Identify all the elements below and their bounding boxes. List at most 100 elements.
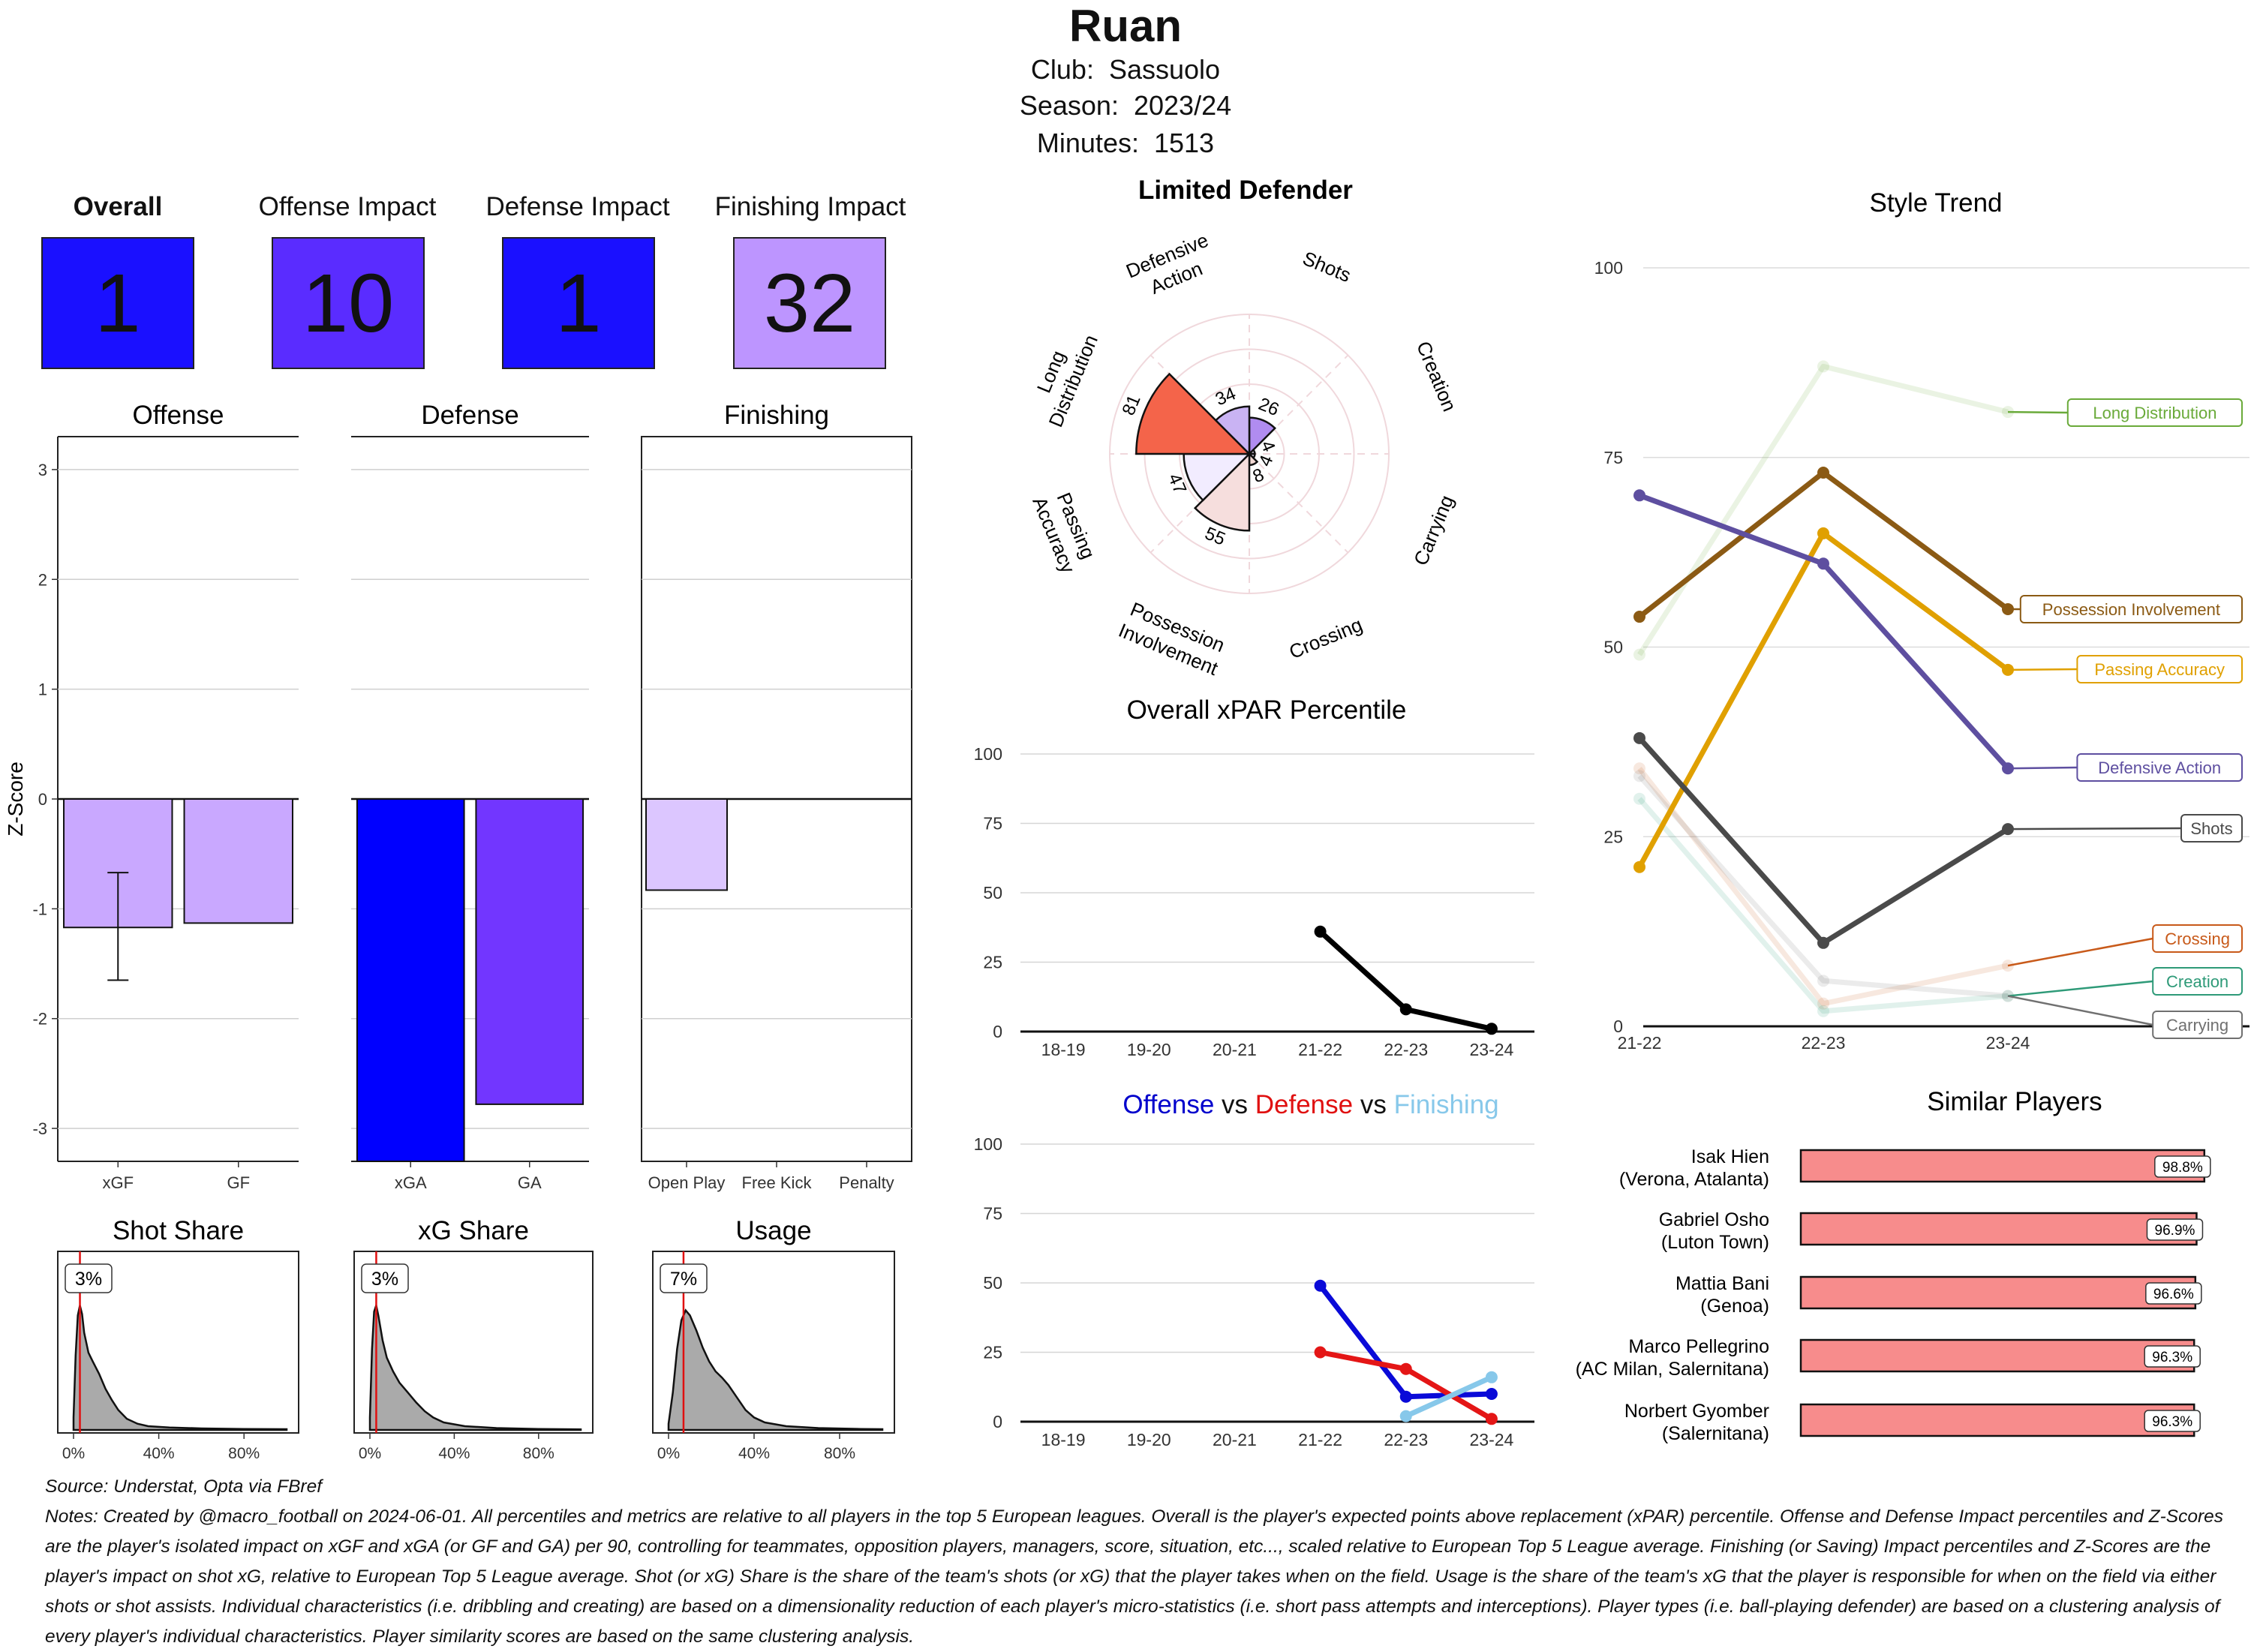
x-tick-label: GA [518,1173,542,1192]
season-line: Season: 2023/24 [0,90,2251,122]
y-tick-label: 25 [983,1343,1002,1362]
impact-label-defense: Defense Impact [465,192,690,222]
title-part: vs [1353,1090,1393,1119]
x-tick-label: 40% [738,1445,770,1462]
x-tick-label: 18-19 [1041,1430,1086,1449]
series-point [1400,1003,1412,1015]
radar-axis-label-crossing: Crossing [1286,613,1366,663]
trend-point-possession-involvement [1633,611,1645,623]
title-part: Defense [1255,1090,1353,1119]
y-tick-label: 25 [983,953,1002,972]
panel-title-defense: Defense [421,401,518,430]
trend-point-carrying [1633,770,1645,782]
impact-value-overall: 1 [95,256,140,351]
trend-label-leader-carrying [2008,996,2153,1025]
similarity-bar [1801,1277,2195,1308]
impact-box-offense: 10 [272,237,425,369]
trend-line-passing-accuracy [1639,533,2008,867]
x-tick-label: 19-20 [1127,1430,1171,1449]
similarity-bar [1801,1404,2194,1436]
trend-label-creation: Creation [2166,972,2228,991]
bar-gf [185,799,293,923]
style-trend-title: Style Trend [1869,188,2002,218]
similar-player-clubs: (AC Milan, Salernitana) [1576,1359,1769,1380]
x-tick-label: 0% [62,1445,85,1462]
similarity-label: 96.3% [2152,1414,2192,1430]
x-tick-label: 0% [359,1445,381,1462]
trend-point-carrying [1817,975,1829,987]
x-tick-label: 18-19 [1041,1040,1086,1059]
x-tick-label: 22-23 [1384,1040,1428,1059]
radar-axis-label-line: Creation [1412,338,1461,414]
minutes-value: 1513 [1154,128,1214,158]
y-tick-label: 100 [974,1134,1002,1154]
offense-defense-finishing-chart: Offense vs Defense vs Finishing025507510… [938,1080,1546,1463]
similar-player-clubs: (Luton Town) [1661,1232,1769,1253]
series-point [1400,1391,1412,1403]
x-tick-label: GF [227,1173,250,1192]
similar-player-clubs: (Salernitana) [1662,1423,1769,1444]
trend-point-long-distribution [1817,360,1829,372]
similarity-label: 96.3% [2152,1350,2192,1365]
panel-title-shot-share: Shot Share [113,1216,244,1245]
season-label: Season: [1020,90,1119,121]
header: Ruan Club: Sassuolo Season: 2023/24 Minu… [0,0,2251,173]
similar-player-name: Norbert Gyomber [1624,1401,1769,1422]
x-tick-label: 21-22 [1298,1040,1342,1059]
x-tick-label: 22-23 [1384,1430,1428,1449]
y-tick-label: 3 [38,461,47,479]
series-point [1315,1280,1327,1292]
trend-label-long-distribution: Long Distribution [2093,404,2216,422]
season-value: 2023/24 [1134,90,1231,121]
radar-value-label-defensive-action: 34 [1213,383,1239,410]
trend-label-leader-shots [2008,828,2181,829]
y-tick-label: 50 [983,1273,1002,1293]
radar-title: Limited Defender [1138,176,1353,205]
club-label: Club: [1031,54,1094,85]
series-point [1486,1413,1498,1425]
impact-label-finishing: Finishing Impact [698,192,923,222]
x-tick-label: 40% [438,1445,470,1462]
similar-player-clubs: (Genoa) [1700,1296,1769,1317]
radar-value-label-shots: 26 [1255,394,1282,420]
trend-point-long-distribution [1633,649,1645,661]
similar-players-title: Similar Players [1927,1087,2102,1116]
similarity-bar [1801,1150,2204,1182]
similar-player-name: Marco Pellegrino [1628,1336,1769,1357]
impact-label-offense: Offense Impact [235,192,460,222]
x-tick-label: Penalty [839,1173,894,1192]
y-tick-label: 0 [38,790,47,809]
similarity-label: 96.6% [2153,1287,2194,1302]
series-point [1486,1388,1498,1400]
y-tick-label: -3 [32,1119,47,1138]
radar-spoke [1249,454,1348,553]
impact-box-finishing: 32 [733,237,886,369]
series-point [1486,1023,1498,1035]
y-tick-label: -2 [32,1010,47,1029]
x-tick-label: xGA [395,1173,427,1192]
trend-label-leader-passing-accuracy [2008,669,2077,670]
panel-title-finishing: Finishing [724,401,829,430]
radar-axis-label-line: Carrying [1409,492,1458,569]
series-point [1315,1347,1327,1359]
similar-player-name: Gabriel Osho [1659,1209,1769,1230]
similar-player-name: Mattia Bani [1675,1273,1769,1294]
y-tick-label: 2 [38,570,47,589]
trend-label-crossing: Crossing [2165,930,2230,948]
radar-axis-label-carrying: Carrying [1409,492,1458,569]
impact-box-defense: 1 [502,237,655,369]
trend-label-passing-accuracy: Passing Accuracy [2094,660,2225,679]
y-tick-label: 75 [983,814,1002,834]
x-tick-label: 23-24 [1470,1430,1514,1449]
trend-label-leader-creation [2008,981,2153,996]
trend-line-possession-involvement [1639,473,2008,617]
trend-point-creation [1817,1005,1829,1017]
club-line: Club: Sassuolo [0,54,2251,86]
marker-label: 3% [75,1269,102,1290]
minutes-line: Minutes: 1513 [0,128,2251,159]
x-tick-label: 80% [824,1445,855,1462]
zscore-axis-label: Z-Score [4,761,27,837]
